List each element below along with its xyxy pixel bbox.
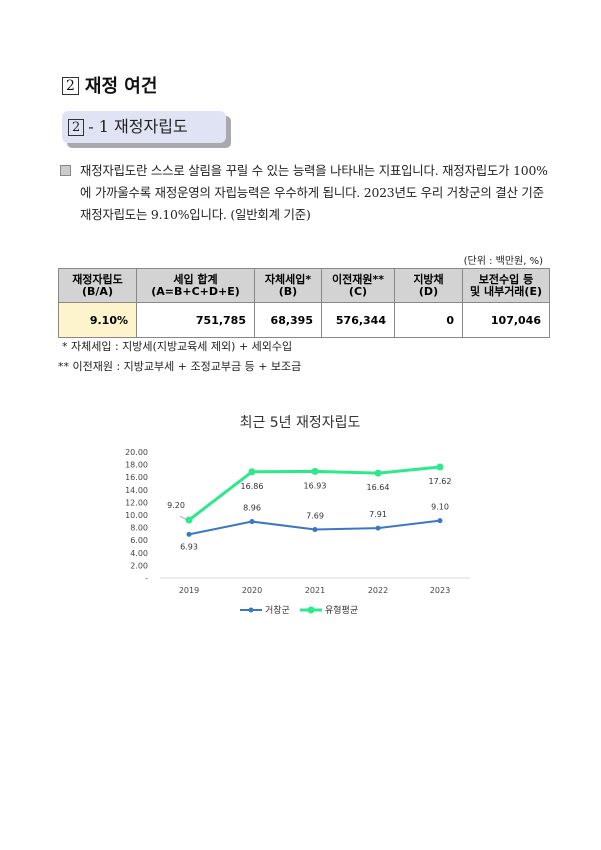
x-tick-label: 2020 xyxy=(242,586,262,595)
bullet-paragraph: 재정자립도란 스스로 살림을 꾸릴 수 있는 능력을 나타내는 지표입니다. 재… xyxy=(60,160,550,226)
subsection-number: 2 xyxy=(68,119,85,136)
data-label: 16.93 xyxy=(304,481,327,490)
y-tick-label: 18.00 xyxy=(125,461,148,470)
header-line: 이전재원** xyxy=(332,272,384,286)
chart-title: 최근 5년 재정자립도 xyxy=(240,415,361,431)
data-label: 8.96 xyxy=(243,504,261,513)
section-title: 2 재정 여건 xyxy=(62,72,157,98)
bullet-text: 재정자립도란 스스로 살림을 꾸릴 수 있는 능력을 나타내는 지표입니다. 재… xyxy=(80,163,548,222)
table-cell: 0 xyxy=(394,302,463,338)
data-point xyxy=(312,527,318,533)
y-tick-label: 12.00 xyxy=(125,498,148,507)
header-cell: 재정자립도 (B/A) xyxy=(58,268,137,303)
subsection-title: - 1 재정자립도 xyxy=(88,117,188,136)
y-tick-label: 20.00 xyxy=(125,448,148,457)
footnote: * 자체세입 : 지방세(지방교육세 제외) + 세외수입 xyxy=(62,340,293,353)
data-point xyxy=(185,516,193,524)
header-line: (A=B+C+D+E) xyxy=(151,284,240,298)
data-point xyxy=(436,463,444,471)
data-label: 6.93 xyxy=(180,542,198,551)
data-point xyxy=(248,468,256,476)
header-cell: 지방채 (D) xyxy=(394,268,463,303)
data-label: 9.20 xyxy=(167,501,185,510)
data-label: 16.86 xyxy=(241,482,264,491)
legend-label: 유형평균 xyxy=(325,605,358,616)
header-line: 자체세입* xyxy=(264,272,312,286)
data-point xyxy=(249,519,255,525)
header-line: (B/A) xyxy=(82,284,113,298)
table-header-row: 재정자립도 (B/A) 세입 합계 (A=B+C+D+E) 자체세입* (B) 이전재… xyxy=(58,268,550,303)
y-tick-label: 8.00 xyxy=(130,524,148,533)
square-bullet-icon xyxy=(60,165,71,176)
header-cell: 세입 합계 (A=B+C+D+E) xyxy=(136,268,255,303)
y-tick-label: 2.00 xyxy=(130,561,148,570)
unit-label: (단위 : 백만원, %) xyxy=(463,256,543,267)
y-tick-label: 10.00 xyxy=(125,511,148,520)
section-title-text: 재정 여건 xyxy=(84,76,158,97)
table-cell: 576,344 xyxy=(321,302,395,338)
revenue-table: 재정자립도 (B/A) 세입 합계 (A=B+C+D+E) 자체세입* (B) 이전재… xyxy=(58,268,550,338)
data-point xyxy=(311,467,319,475)
x-tick-label: 2019 xyxy=(179,586,199,595)
table-cell: 9.10% xyxy=(58,302,137,338)
data-point xyxy=(374,469,382,477)
x-tick-label: 2021 xyxy=(305,586,325,595)
y-tick-label: 4.00 xyxy=(130,549,148,558)
header-line: 보전수입 등 xyxy=(478,272,534,286)
data-label: 9.10 xyxy=(431,503,449,512)
leader-line xyxy=(179,515,188,521)
table-cell: 107,046 xyxy=(462,302,550,338)
y-tick-label: 6.00 xyxy=(130,536,148,545)
data-label: 17.62 xyxy=(429,477,452,486)
y-tick-label: - xyxy=(145,574,148,583)
footnote: ** 이전재원 : 지방교부세 + 조정교부금 등 + 보조금 xyxy=(58,360,302,373)
header-line: 및 내부거래(E) xyxy=(470,284,542,298)
legend-label: 거창군 xyxy=(265,605,290,616)
data-label: 16.64 xyxy=(367,483,390,492)
table-cell: 751,785 xyxy=(136,302,255,338)
x-tick-label: 2023 xyxy=(430,586,450,595)
table-row: 9.10% 751,785 68,395 576,344 0 107,046 xyxy=(58,302,550,338)
header-line: 지방채 xyxy=(413,272,444,286)
data-point xyxy=(186,531,192,537)
legend-marker xyxy=(307,606,315,614)
header-cell: 자체세입* (B) xyxy=(254,268,322,303)
data-label: 7.69 xyxy=(306,512,324,521)
subsection-box: 2- 1 재정자립도 xyxy=(62,111,226,143)
data-label: 7.91 xyxy=(369,510,387,519)
data-point xyxy=(375,525,381,531)
header-line: (D) xyxy=(418,284,439,298)
x-tick-label: 2022 xyxy=(368,586,388,595)
table-cell: 68,395 xyxy=(254,302,322,338)
y-tick-label: 16.00 xyxy=(125,473,148,482)
y-tick-label: 14.00 xyxy=(125,486,148,495)
header-cell: 이전재원** (C) xyxy=(321,268,395,303)
header-line: 재정자립도 xyxy=(72,272,123,286)
header-line: (B) xyxy=(278,284,298,298)
data-point xyxy=(437,518,443,524)
line-chart: 최근 5년 재정자립도 - 2.00 4.00 6.00 8.00 10.00 12.00 14… xyxy=(125,415,470,616)
section-number: 2 xyxy=(62,77,79,95)
legend-marker xyxy=(248,607,254,613)
header-line: 세입 합계 xyxy=(173,272,218,286)
header-line: (C) xyxy=(348,284,368,298)
subsection-header: 2- 1 재정자립도 xyxy=(62,111,231,148)
